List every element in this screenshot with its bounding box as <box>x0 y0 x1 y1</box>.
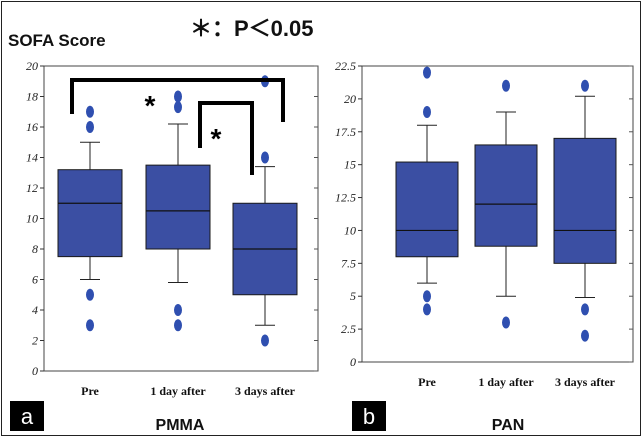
panel-label: b <box>363 404 375 429</box>
outlier-point <box>86 105 94 118</box>
significance-bracket <box>70 78 285 122</box>
outlier-point <box>423 290 431 303</box>
outlier-point <box>86 288 94 301</box>
x-category-label: 1 day after <box>150 384 206 398</box>
y-tick-label: 18 <box>26 90 38 104</box>
outlier-point <box>502 79 510 92</box>
y-tick-label: 17.5 <box>335 125 356 139</box>
y-tick-label: 14 <box>26 151 38 165</box>
outlier-point <box>174 319 182 332</box>
box-iqr <box>553 137 617 264</box>
box-1 <box>57 105 123 332</box>
x-category-label: 1 day after <box>478 375 534 389</box>
outlier-point <box>261 151 269 164</box>
significance-star: * <box>145 90 156 121</box>
box-3 <box>232 75 298 347</box>
outlier-point <box>423 66 431 79</box>
y-tick-label: 0 <box>32 364 38 378</box>
significance-legend: ＊：P＜0.05 <box>190 16 314 41</box>
y-tick-label: 16 <box>26 120 38 134</box>
outlier-point <box>423 303 431 316</box>
outlier-point <box>581 329 589 342</box>
outlier-point <box>261 334 269 347</box>
y-tick-label: 5 <box>350 289 356 303</box>
outlier-point <box>174 101 182 114</box>
x-category-label: 3 days after <box>235 384 296 398</box>
y-tick-label: 7.5 <box>341 256 356 270</box>
outlier-point <box>423 106 431 119</box>
y-tick-label: 22.5 <box>335 59 356 73</box>
y-tick-label: 12.5 <box>335 191 356 205</box>
outlier-point <box>502 316 510 329</box>
box-iqr <box>395 161 459 258</box>
x-axis-label: PMMA <box>156 417 205 434</box>
y-tick-label: 2.5 <box>341 322 356 336</box>
box-iqr <box>145 164 211 250</box>
y-axis-title: SOFA Score <box>8 31 106 50</box>
plot-frame <box>361 65 634 363</box>
box-iqr <box>474 144 538 247</box>
outlier-point <box>86 319 94 332</box>
y-tick-label: 12 <box>26 181 38 195</box>
box-1 <box>395 66 459 316</box>
box-iqr <box>57 169 123 258</box>
box-3 <box>553 79 617 342</box>
y-tick-label: 2 <box>32 334 38 348</box>
outlier-point <box>581 79 589 92</box>
panel-a: 0 2 4 6 8 10 12 14 16 18 20 Pre 1 day after 3 days af… <box>10 59 319 434</box>
x-category-label: Pre <box>81 384 99 398</box>
x-category-label: 3 days after <box>555 375 616 389</box>
y-tick-label: 0 <box>350 355 356 369</box>
box-2 <box>145 90 211 332</box>
y-tick-label: 10 <box>26 212 38 226</box>
panel-b: 0 2.5 5 7.5 10 12.5 15 17.5 20 22.5 Pre 1 day after… <box>335 59 634 434</box>
panel-label-box <box>10 401 44 431</box>
y-tick-label: 20 <box>26 59 38 73</box>
y-tick-label: 4 <box>32 303 38 317</box>
significance-bracket <box>198 101 254 175</box>
panel-label: a <box>21 404 34 429</box>
y-tick-label: 20 <box>344 92 356 106</box>
x-axis-label: PAN <box>492 417 525 434</box>
y-tick-label: 6 <box>32 273 38 287</box>
box-2 <box>474 79 538 329</box>
panel-label-box <box>352 401 386 431</box>
y-tick-label: 15 <box>344 158 356 172</box>
outlier-point <box>86 121 94 133</box>
y-tick-label: 10 <box>344 223 356 237</box>
significance-star: * <box>211 123 222 154</box>
outlier-point <box>174 304 182 316</box>
outlier-point <box>581 303 589 316</box>
y-tick-label: 8 <box>32 242 38 256</box>
outlier-point <box>174 90 182 103</box>
x-category-label: Pre <box>418 375 436 389</box>
